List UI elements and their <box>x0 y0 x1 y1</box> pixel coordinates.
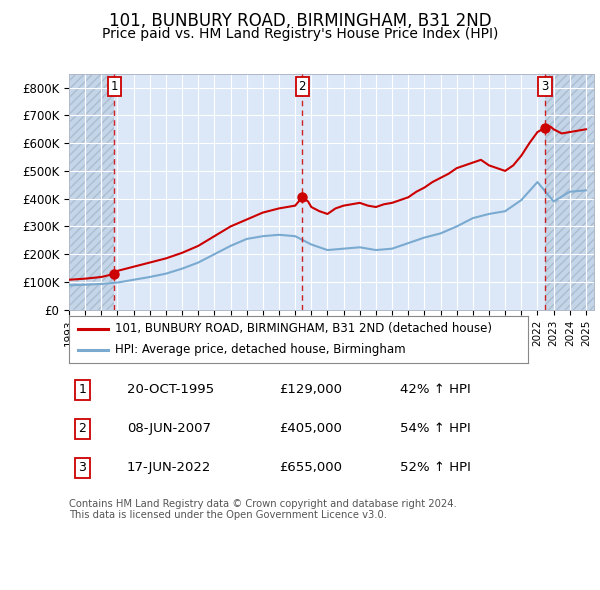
Text: Price paid vs. HM Land Registry's House Price Index (HPI): Price paid vs. HM Land Registry's House … <box>102 27 498 41</box>
Bar <box>69 74 114 310</box>
Text: £405,000: £405,000 <box>279 422 342 435</box>
Text: 54% ↑ HPI: 54% ↑ HPI <box>400 422 470 435</box>
Text: 1: 1 <box>78 384 86 396</box>
Text: 52% ↑ HPI: 52% ↑ HPI <box>400 461 470 474</box>
Text: HPI: Average price, detached house, Birmingham: HPI: Average price, detached house, Birm… <box>115 343 406 356</box>
Text: 101, BUNBURY ROAD, BIRMINGHAM, B31 2ND: 101, BUNBURY ROAD, BIRMINGHAM, B31 2ND <box>109 12 491 30</box>
Text: 3: 3 <box>541 80 548 93</box>
Text: 101, BUNBURY ROAD, BIRMINGHAM, B31 2ND (detached house): 101, BUNBURY ROAD, BIRMINGHAM, B31 2ND (… <box>115 322 492 335</box>
Text: 2: 2 <box>78 422 86 435</box>
Text: Contains HM Land Registry data © Crown copyright and database right 2024.
This d: Contains HM Land Registry data © Crown c… <box>69 499 457 520</box>
Text: £655,000: £655,000 <box>279 461 342 474</box>
Bar <box>545 74 594 310</box>
Text: 20-OCT-1995: 20-OCT-1995 <box>127 384 214 396</box>
Bar <box>69 74 114 310</box>
Text: 08-JUN-2007: 08-JUN-2007 <box>127 422 211 435</box>
Text: 1: 1 <box>110 80 118 93</box>
Bar <box>545 74 594 310</box>
Text: 17-JUN-2022: 17-JUN-2022 <box>127 461 211 474</box>
Text: 2: 2 <box>299 80 306 93</box>
Text: 3: 3 <box>78 461 86 474</box>
Text: £129,000: £129,000 <box>279 384 342 396</box>
Text: 42% ↑ HPI: 42% ↑ HPI <box>400 384 470 396</box>
